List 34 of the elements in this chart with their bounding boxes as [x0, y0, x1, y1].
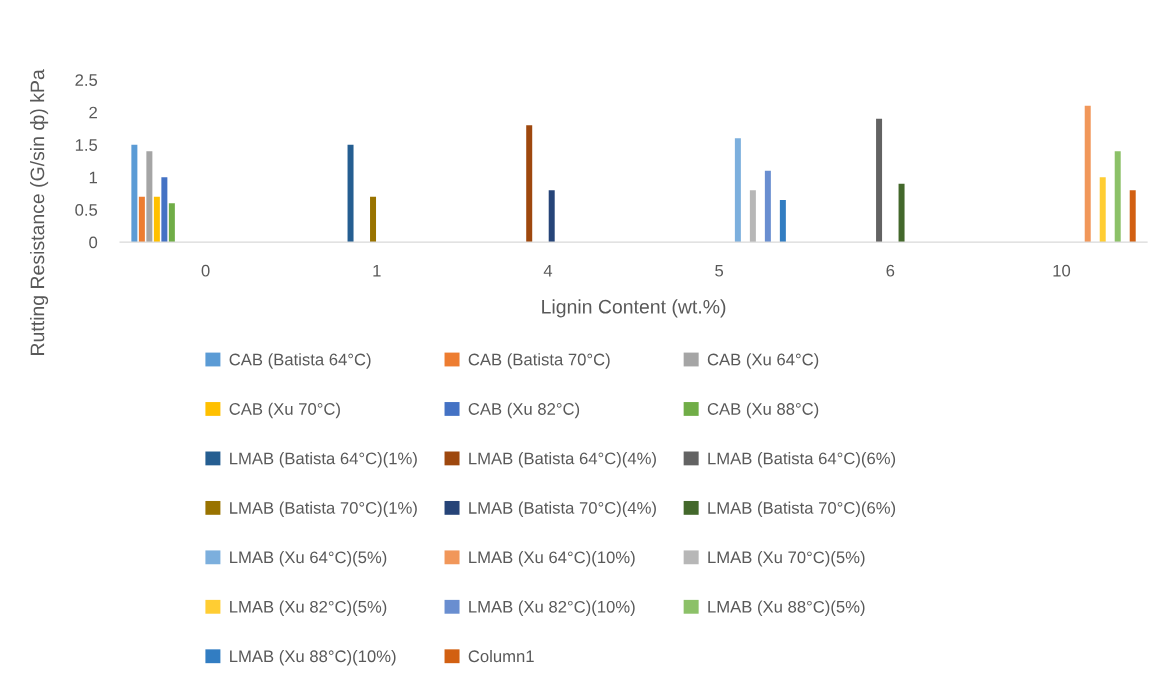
- legend-label: LMAB (Batista 64°C)(1%): [230, 452, 417, 468]
- legend-label: CAB (Xu 88°C): [707, 402, 819, 419]
- legend-label: LMAB (Xu 88°C)(10%): [230, 649, 396, 666]
- x-axis-title: Lignin Content (wt.%): [542, 299, 726, 318]
- legend-label: LMAB (Xu 70°C)(5%): [708, 551, 865, 567]
- legend-label: CAB (Xu 64°C): [707, 353, 819, 369]
- y-tick-label: 0.5: [75, 204, 98, 216]
- legend-label: LMAB (Xu 82°C)(5%): [230, 600, 387, 616]
- y-tick-label: 2: [89, 106, 97, 119]
- x-tick-label: 10: [1053, 264, 1071, 277]
- legend-label: LMAB (Xu 64°C)(10%): [469, 551, 635, 567]
- legend-label: CAB (Batista 70°C): [468, 353, 610, 369]
- legend-label: LMAB (Batista 70°C)(6%): [708, 501, 896, 518]
- x-tick-label: 0: [201, 264, 210, 277]
- legend-label: LMAB (Xu 88°C)(5%): [708, 600, 865, 616]
- y-tick-label: 1.5: [75, 139, 98, 151]
- y-axis-title: Rutting Resistance (G/sin ф) kPa: [30, 69, 49, 355]
- legend-label: CAB (Xu 70°C): [229, 402, 340, 419]
- x-tick-label: 1: [373, 264, 381, 277]
- legend-label: Column1: [468, 649, 534, 663]
- legend-label: LMAB (Xu 64°C)(5%): [230, 551, 387, 567]
- x-tick-label: 4: [543, 264, 553, 277]
- y-tick-label: 2.5: [75, 74, 98, 86]
- legend-label: LMAB (Xu 82°C)(10%): [469, 600, 635, 616]
- legend-label: LMAB (Batista 70°C)(4%): [469, 501, 656, 518]
- y-tick-label: 1: [89, 171, 97, 184]
- x-tick-label: 5: [715, 264, 724, 277]
- legend-label: CAB (Xu 82°C): [468, 402, 580, 419]
- y-tick-label: 0: [89, 236, 98, 249]
- legend-label: LMAB (Batista 64°C)(4%): [469, 452, 656, 468]
- legend-label: CAB (Batista 64°C): [229, 353, 371, 369]
- legend-label: LMAB (Batista 70°C)(1%): [230, 501, 417, 518]
- legend-label: LMAB (Batista 64°C)(6%): [708, 452, 896, 468]
- x-tick-label: 6: [886, 264, 895, 277]
